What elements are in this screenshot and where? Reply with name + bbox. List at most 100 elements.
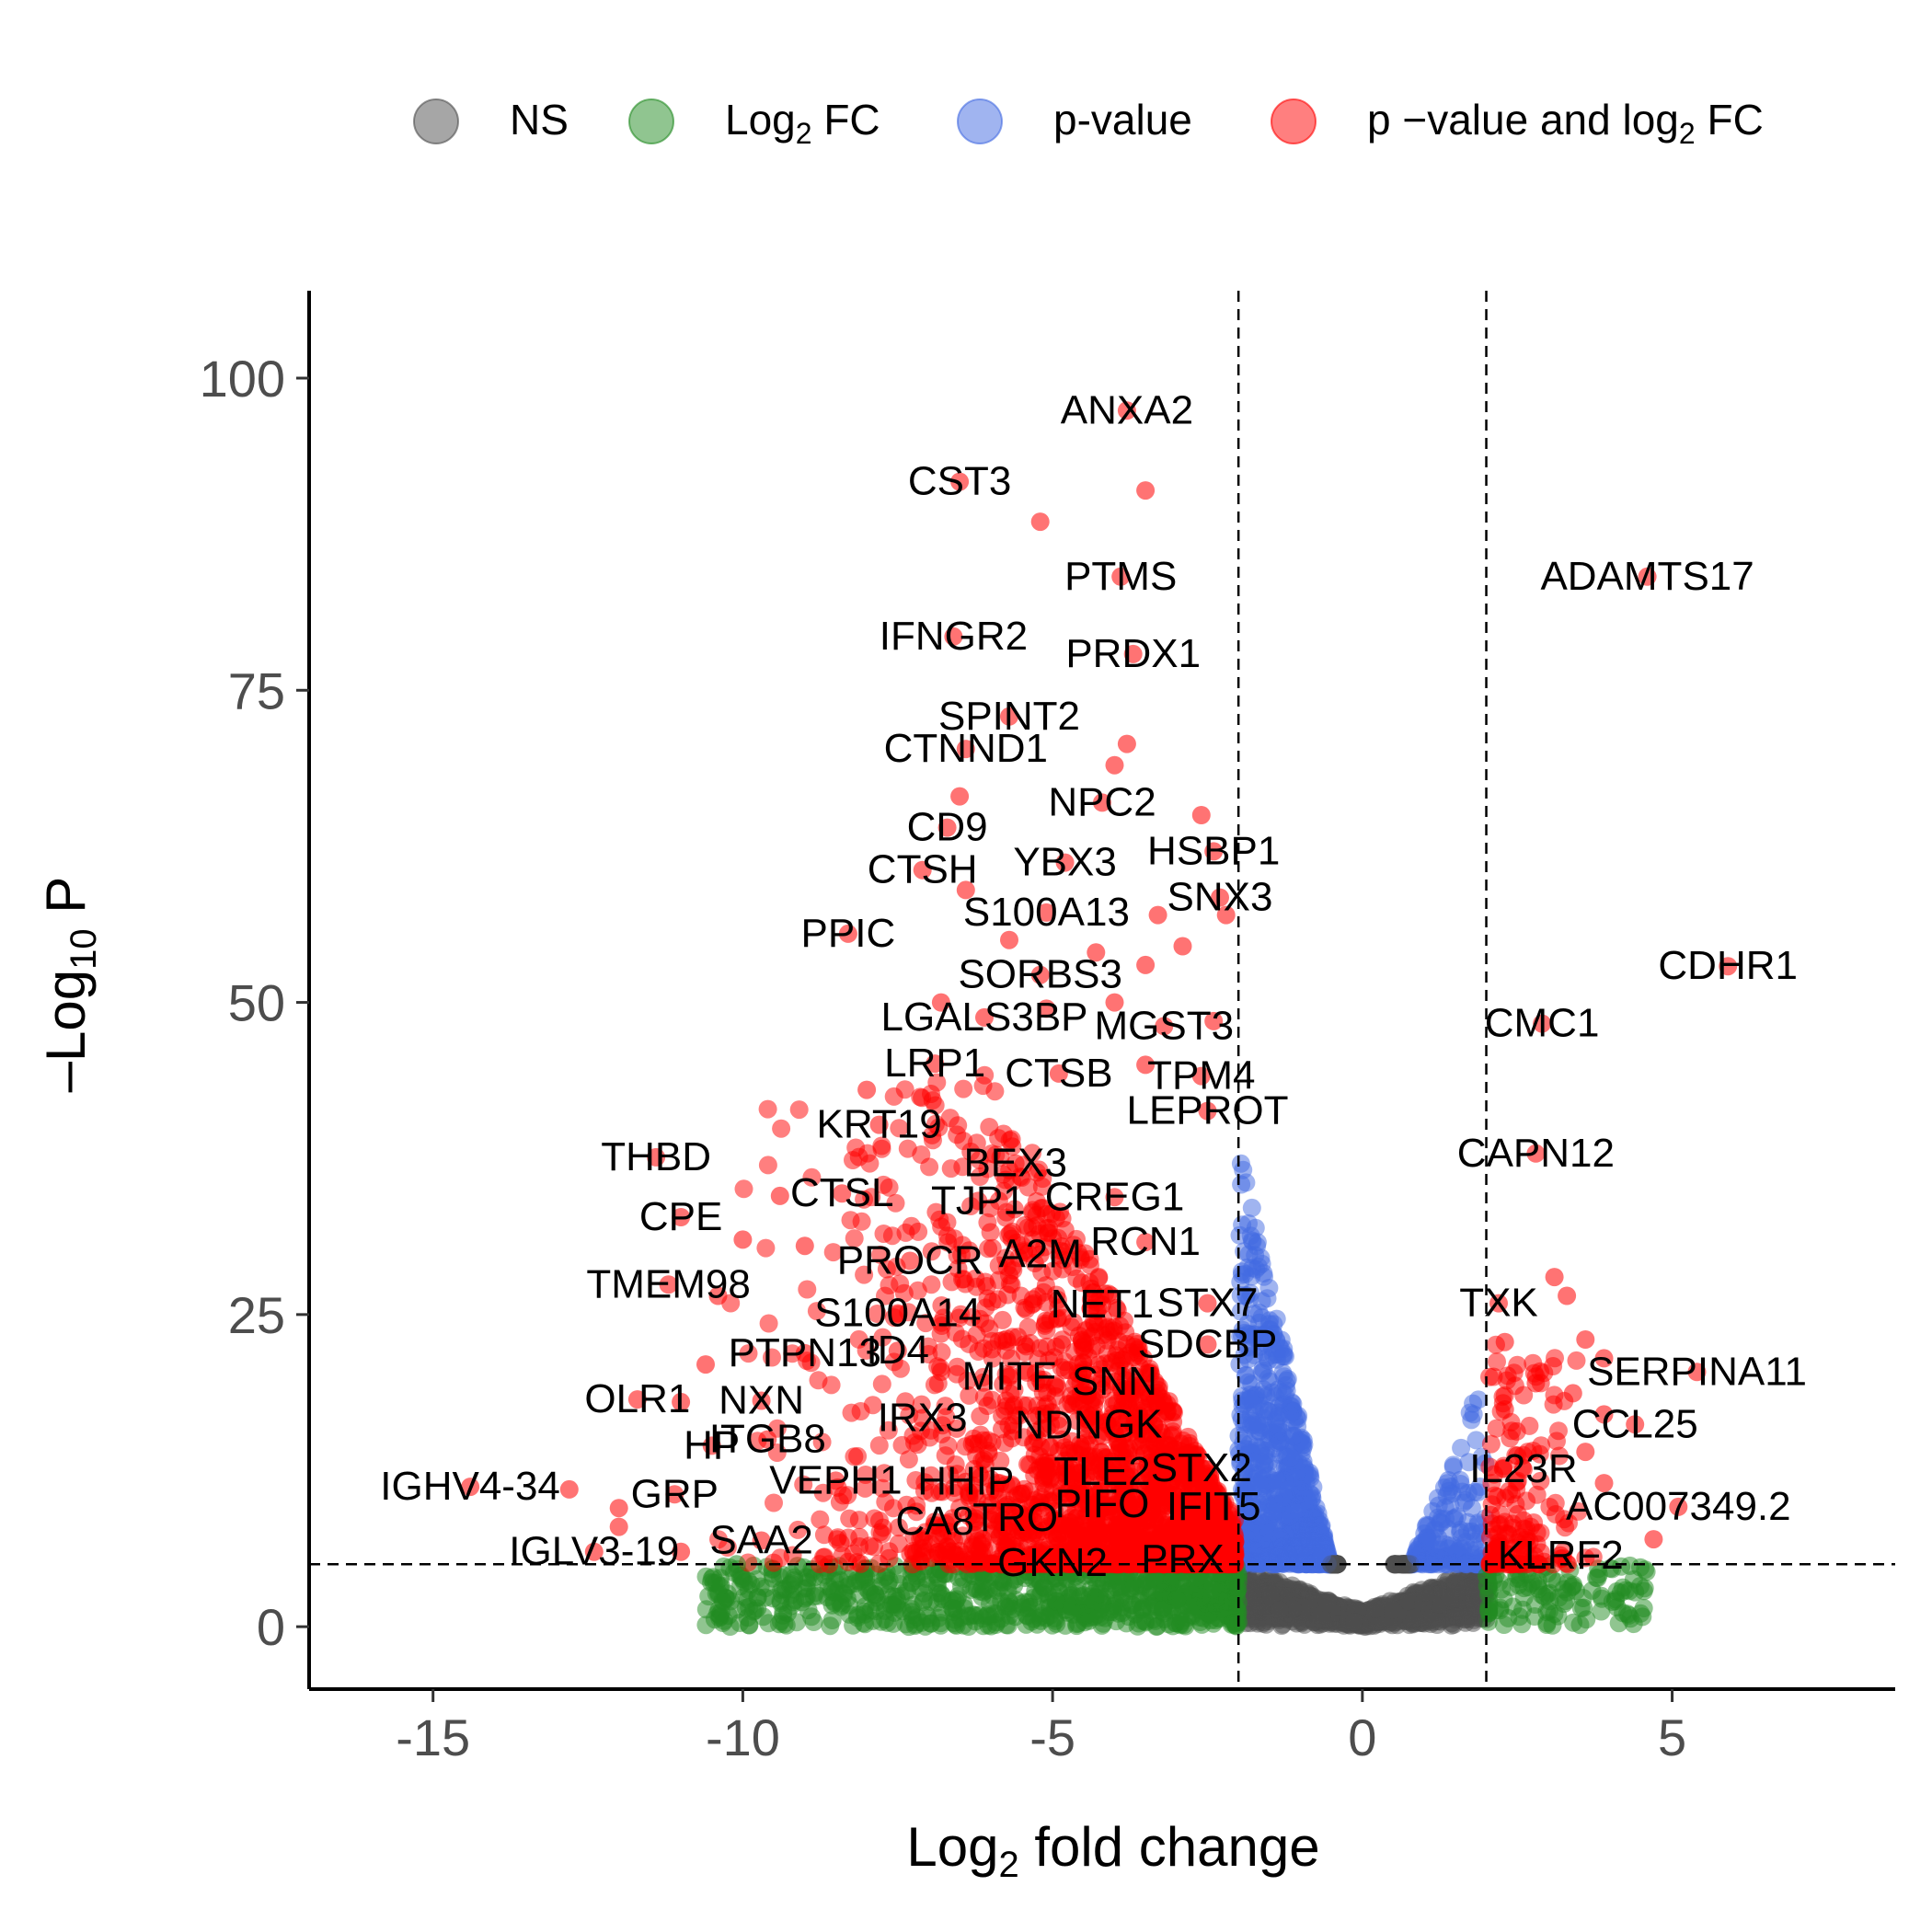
data-point xyxy=(1446,1578,1466,1597)
data-point xyxy=(1573,1589,1593,1607)
legend-label: p-value xyxy=(1053,96,1192,144)
data-point xyxy=(1592,1602,1611,1621)
data-point xyxy=(1315,1536,1334,1555)
data-point xyxy=(954,1595,973,1615)
data-point xyxy=(1284,1427,1304,1446)
data-point xyxy=(1056,1594,1075,1614)
data-point xyxy=(849,1147,868,1167)
data-point xyxy=(789,1100,809,1120)
data-point xyxy=(1503,1597,1523,1616)
data-point xyxy=(1366,1599,1386,1618)
data-point xyxy=(711,1576,730,1595)
data-point xyxy=(1317,1593,1337,1613)
legend-swatch xyxy=(1271,98,1317,144)
data-point xyxy=(1405,1608,1424,1627)
data-point xyxy=(1427,1612,1446,1631)
data-point xyxy=(1013,1598,1032,1617)
data-point xyxy=(872,1374,891,1394)
data-point xyxy=(1455,1610,1475,1629)
data-point xyxy=(879,1574,898,1593)
legend-label: Log2 FC xyxy=(725,96,880,150)
data-point xyxy=(884,1614,903,1633)
data-point xyxy=(1271,1601,1289,1620)
data-point xyxy=(1262,1501,1282,1521)
data-point xyxy=(1120,1579,1139,1598)
data-point xyxy=(1206,1611,1225,1630)
data-point xyxy=(1280,1405,1299,1424)
data-point xyxy=(1277,1381,1296,1400)
data-point xyxy=(772,1119,791,1138)
data-point xyxy=(859,1582,879,1602)
data-point xyxy=(814,1525,834,1545)
data-point xyxy=(954,1616,972,1635)
data-point xyxy=(1225,1595,1244,1615)
data-point xyxy=(1259,1524,1279,1543)
data-point xyxy=(1308,1504,1328,1524)
data-point xyxy=(1415,1582,1434,1602)
data-point xyxy=(1570,1616,1590,1635)
data-point xyxy=(854,1614,873,1633)
data-point xyxy=(985,1082,1005,1101)
data-point xyxy=(730,1577,750,1596)
data-point xyxy=(1167,1590,1186,1609)
data-point xyxy=(1468,1390,1488,1409)
data-point xyxy=(1080,1608,1099,1627)
data-point xyxy=(1258,1289,1277,1308)
data-point xyxy=(840,1595,859,1615)
data-point xyxy=(1545,1604,1564,1624)
data-point xyxy=(785,1568,804,1587)
data-point xyxy=(758,1099,777,1119)
data-point xyxy=(1090,1584,1109,1604)
data-point xyxy=(774,1605,792,1625)
data-point xyxy=(1233,1386,1251,1406)
data-point xyxy=(1141,1596,1159,1616)
legend-label: NS xyxy=(510,96,569,144)
data-point xyxy=(1255,1455,1273,1474)
data-point xyxy=(719,1606,738,1625)
data-point xyxy=(1445,1509,1464,1527)
points-layer xyxy=(461,401,1738,1637)
data-point xyxy=(1384,1600,1403,1619)
data-point xyxy=(1260,1372,1280,1391)
data-point xyxy=(1535,1587,1554,1606)
data-point xyxy=(1242,1198,1261,1217)
legend-swatch xyxy=(413,98,459,144)
data-point xyxy=(821,1616,840,1636)
data-point xyxy=(1191,1588,1211,1607)
legend-label: p −value and log2 FC xyxy=(1367,96,1764,150)
data-point xyxy=(981,1223,1000,1242)
legend-swatch xyxy=(628,98,674,144)
data-point xyxy=(1418,1532,1437,1551)
data-point xyxy=(696,1600,716,1619)
data-point xyxy=(1626,1582,1645,1602)
data-point xyxy=(1443,1457,1463,1477)
data-point xyxy=(1291,1480,1309,1500)
data-point xyxy=(1224,1572,1243,1592)
legend: NS Log2 FC p-value p −value and log2 FC xyxy=(413,96,1764,150)
data-point xyxy=(917,1605,937,1625)
data-point xyxy=(1459,1578,1478,1597)
data-point xyxy=(1122,1595,1142,1615)
data-point xyxy=(1261,1585,1280,1604)
data-point xyxy=(1231,1154,1250,1173)
data-point xyxy=(758,1156,777,1175)
data-point xyxy=(1624,1615,1643,1634)
data-point xyxy=(840,1509,859,1528)
data-point xyxy=(1265,1439,1284,1458)
data-point xyxy=(748,1588,767,1607)
data-point xyxy=(1236,1365,1256,1385)
data-point xyxy=(1437,1547,1456,1566)
data-point xyxy=(1345,1613,1363,1632)
legend-swatch xyxy=(957,98,1003,144)
data-point xyxy=(1512,1615,1532,1634)
data-point xyxy=(1451,1475,1470,1493)
data-point xyxy=(1606,1590,1626,1609)
data-point xyxy=(1479,1597,1499,1616)
data-point xyxy=(1244,1415,1263,1434)
data-point xyxy=(1452,1528,1471,1547)
data-point xyxy=(992,1609,1011,1628)
data-point xyxy=(1399,1592,1419,1611)
data-point xyxy=(1246,1246,1265,1265)
data-point xyxy=(876,1595,895,1615)
